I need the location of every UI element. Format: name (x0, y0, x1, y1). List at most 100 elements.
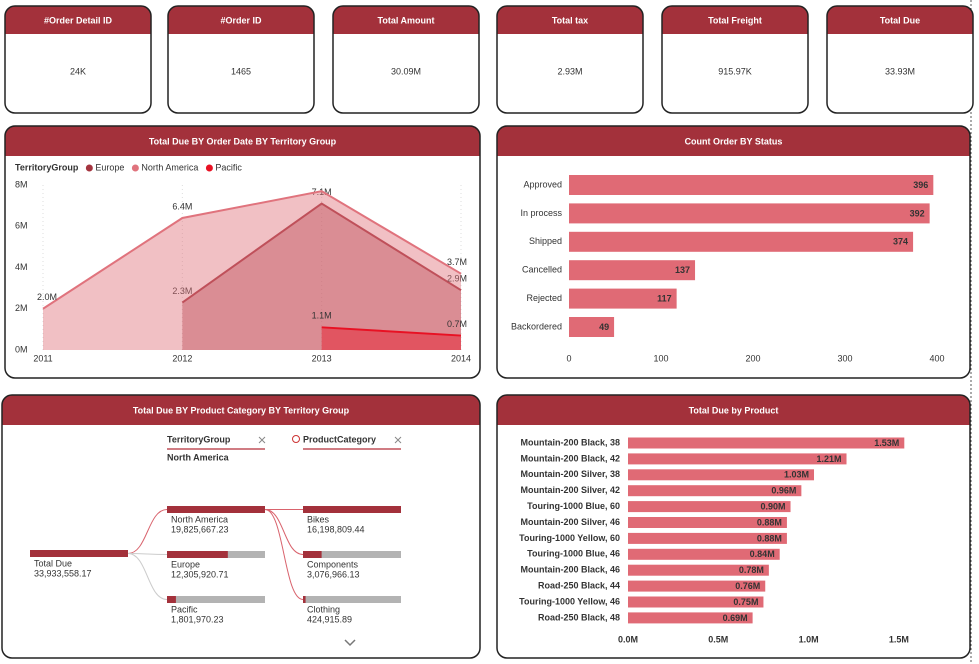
legend-title: TerritoryGroup (15, 162, 79, 172)
data-label: 1.03M (784, 470, 809, 480)
data-label: 2.0M (37, 292, 57, 302)
card-header (497, 20, 643, 34)
data-label: 1.21M (816, 454, 841, 464)
tree-node-name: Total Due (34, 558, 72, 568)
tree-bar (303, 596, 306, 603)
bar (569, 260, 696, 281)
remove-icon[interactable] (394, 436, 402, 444)
bar (569, 175, 934, 195)
data-label: 1.1M (312, 311, 332, 321)
data-label: 374 (893, 237, 908, 247)
tree-node-name: Components (307, 559, 359, 569)
tree-node-name: North America (171, 514, 228, 524)
category-label: Mountain-200 Silver, 42 (520, 485, 620, 495)
data-label: 117 (657, 293, 672, 303)
kpi-value: 33.93M (885, 66, 915, 76)
card-border (332, 5, 480, 114)
card-title: Total Freight (708, 15, 762, 25)
card-header (333, 20, 479, 34)
tree-bar (167, 506, 265, 513)
bulb-icon (292, 435, 300, 443)
bar (628, 580, 766, 592)
kpi-value: 24K (70, 66, 86, 76)
card-title: #Order Detail ID (44, 15, 113, 25)
data-label: 3.7M (447, 257, 467, 267)
card-header (497, 141, 970, 156)
card (2, 395, 480, 658)
category-label: Shipped (529, 236, 562, 246)
card-header (662, 20, 808, 34)
card (497, 126, 970, 378)
category-label: Cancelled (522, 265, 562, 275)
tree-bar-track (303, 596, 401, 603)
data-label: 0.76M (735, 581, 760, 591)
tree-node-name: Clothing (307, 604, 340, 614)
y-tick-label: 4M (15, 262, 28, 272)
legend-marker (131, 164, 139, 172)
card-title: Count Order BY Status (685, 136, 783, 146)
tree-node-value: 424,915.89 (307, 614, 352, 624)
data-label: 2.9M (447, 274, 467, 284)
area (182, 203, 462, 350)
card (5, 126, 480, 378)
tree-connector (264, 509, 304, 600)
category-label: Touring-1000 Blue, 46 (527, 549, 620, 559)
data-label: 0.75M (733, 597, 758, 607)
y-tick-label: 2M (15, 303, 28, 313)
bar (628, 548, 780, 560)
tree-connector (127, 553, 168, 600)
tree-bar (167, 551, 228, 558)
tree-node-name: Bikes (307, 514, 330, 524)
tree-bar (30, 550, 128, 557)
legend-label: Europe (95, 162, 124, 172)
tree-bar-track (303, 551, 401, 558)
x-tick-label: 0.0M (618, 634, 638, 644)
data-label: 0.96M (771, 486, 796, 496)
card-border (1, 394, 481, 659)
tree-bar-track (167, 596, 265, 603)
tree-level-header: ProductCategory (303, 434, 376, 444)
x-tick-label: 2012 (172, 353, 192, 363)
card-border (496, 394, 971, 659)
x-tick-label: 2014 (451, 353, 471, 363)
data-label: 0.78M (739, 565, 764, 575)
bar (628, 612, 753, 624)
category-label: In process (520, 208, 562, 218)
category-label: Touring-1000 Yellow, 60 (519, 533, 620, 543)
y-tick-label: 8M (15, 179, 28, 189)
tree-node-value: 3,076,966.13 (307, 569, 360, 579)
category-label: Road-250 Black, 44 (538, 580, 620, 590)
data-label: 0.84M (750, 549, 775, 559)
card-border (4, 125, 481, 379)
tree-node-name: Pacific (171, 604, 198, 614)
category-label: Mountain-200 Black, 46 (520, 565, 620, 575)
data-label: 137 (675, 265, 690, 275)
card-header (168, 20, 314, 34)
y-tick-label: 0M (15, 344, 28, 354)
line (181, 202, 462, 304)
card-border (826, 5, 974, 114)
bar (628, 437, 905, 449)
card-header (497, 410, 970, 425)
card-header (5, 141, 480, 156)
data-label: 392 (910, 208, 925, 218)
bar (628, 517, 787, 528)
data-label: 0.69M (723, 613, 748, 623)
tree-node-value: 1,801,970.23 (171, 614, 224, 624)
line (42, 190, 462, 310)
category-label: Mountain-200 Silver, 46 (520, 517, 620, 527)
kpi-value: 1465 (231, 66, 251, 76)
tree-level-selection: North America (167, 452, 230, 462)
legend-marker (205, 164, 213, 172)
category-label: Mountain-200 Black, 42 (520, 453, 620, 463)
tree-node-value: 16,198,809.44 (307, 524, 365, 534)
card-header (5, 20, 151, 34)
card-border (661, 5, 809, 114)
y-tick-label: 6M (15, 221, 28, 231)
remove-icon[interactable] (258, 436, 266, 444)
category-label: Backordered (511, 321, 562, 331)
expand-chevron[interactable] (344, 639, 356, 647)
data-label: 0.90M (761, 501, 786, 511)
bar (628, 453, 847, 465)
